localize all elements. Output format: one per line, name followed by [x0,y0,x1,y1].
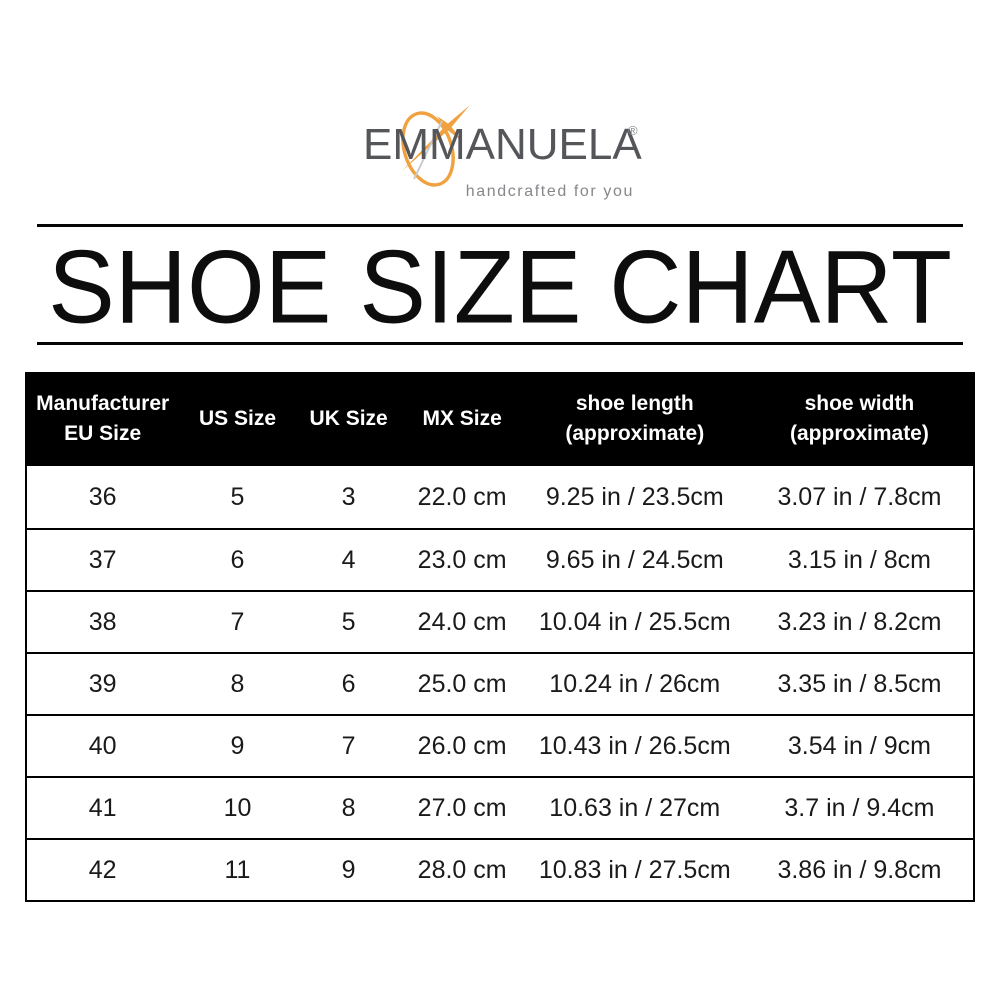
column-header-text: Manufacturer [36,392,170,415]
table-cell: 25.0 cm [417,669,507,698]
table-cell: 42 [88,855,117,884]
table-cell: 38 [88,607,117,636]
table-row: 38 7 5 24.0 cm 10.04 in / 25.5cm 3.23 in / 8.… [27,590,973,652]
table-cell: 26.0 cm [417,731,507,760]
table-cell: 10.04 in / 25.5cm [538,607,731,636]
column-header-eu-size: Manufacturer EU Size [27,372,178,466]
table-cell: 10.83 in / 27.5cm [538,855,731,884]
title-rule-bottom [37,342,963,345]
table-cell: 36 [88,482,117,511]
table-cell: 27.0 cm [417,793,507,822]
table-cell: 3.15 in / 8cm [787,545,931,574]
table-cell: 3 [341,482,356,511]
table-cell: 8 [341,793,356,822]
table-cell: 3.7 in / 9.4cm [784,793,935,822]
brand-tagline: handcrafted for you [465,183,634,200]
title-rule-top [37,224,963,227]
table-row: 42 11 9 28.0 cm 10.83 in / 27.5cm 3.86 in / 9… [27,838,973,900]
table-cell: 11 [224,855,251,884]
table-cell: 7 [230,607,245,636]
table-row: 41 10 8 27.0 cm 10.63 in / 27cm 3.7 in / 9.4c… [27,776,973,838]
table-cell: 3.54 in / 9cm [787,731,931,760]
size-table: Manufacturer EU Size US Size UK Size MX … [25,372,975,902]
column-header-text: US Size [198,407,276,430]
table-cell: 9.25 in / 23.5cm [545,482,724,511]
table-cell: 5 [230,482,245,511]
table-cell: 7 [341,731,356,760]
brand-logo: EMMANUELA ® handcrafted for you [330,95,690,207]
table-row: 36 5 3 22.0 cm 9.25 in / 23.5cm 3.07 in / 7.8… [27,466,973,528]
table-cell: 10.24 in / 26cm [549,669,721,698]
table-cell: 37 [88,545,117,574]
table-header-row: Manufacturer EU Size US Size UK Size MX … [25,372,975,466]
table-cell: 9.65 in / 24.5cm [545,545,724,574]
column-header-text: shoe length [575,392,694,415]
table-cell: 3.35 in / 8.5cm [777,669,942,698]
table-cell: 39 [88,669,117,698]
page-title: SHOE SIZE CHART [48,228,952,346]
column-header-text: UK Size [309,407,388,430]
needle-loop-sparkle-icon [401,105,470,187]
table-cell: 10 [223,793,252,822]
table-cell: 40 [88,731,117,760]
table-cell: 22.0 cm [417,482,507,511]
column-header-shoe-width: shoe width (approximate) [746,372,973,466]
table-cell: 8 [230,669,245,698]
table-cell: 28.0 cm [417,855,507,884]
table-cell: 4 [341,545,356,574]
column-header-text: (approximate) [565,422,705,445]
table-body: 36 5 3 22.0 cm 9.25 in / 23.5cm 3.07 in / 7.8… [27,466,973,900]
table-cell: 10.63 in / 27cm [549,793,721,822]
column-header-text: shoe width [804,392,915,415]
table-cell: 6 [230,545,245,574]
brand-name: EMMANUELA [363,120,642,169]
table-row: 40 9 7 26.0 cm 10.43 in / 26.5cm 3.54 in / 9c… [27,714,973,776]
table-cell: 41 [88,793,117,822]
column-header-shoe-length: shoe length (approximate) [524,372,746,466]
column-header-text: MX Size [422,407,502,430]
table-row: 37 6 4 23.0 cm 9.65 in / 24.5cm 3.15 in / 8cm [27,528,973,590]
table-cell: 9 [230,731,245,760]
table-row: 39 8 6 25.0 cm 10.24 in / 26cm 3.35 in / 8.5c… [27,652,973,714]
table-cell: 24.0 cm [417,607,507,636]
table-cell: 5 [341,607,356,636]
table-cell: 3.07 in / 7.8cm [777,482,942,511]
table-cell: 3.23 in / 8.2cm [777,607,942,636]
column-header-text: (approximate) [790,422,929,445]
table-cell: 3.86 in / 9.8cm [777,855,942,884]
table-cell: 10.43 in / 26.5cm [538,731,731,760]
table-cell: 6 [341,669,356,698]
column-header-text: EU Size [64,422,142,445]
column-header-us-size: US Size [178,372,296,466]
registered-trademark-icon: ® [628,123,638,138]
table-cell: 23.0 cm [417,545,507,574]
column-header-mx-size: MX Size [401,372,524,466]
table-cell: 9 [341,855,356,884]
column-header-uk-size: UK Size [297,372,401,466]
